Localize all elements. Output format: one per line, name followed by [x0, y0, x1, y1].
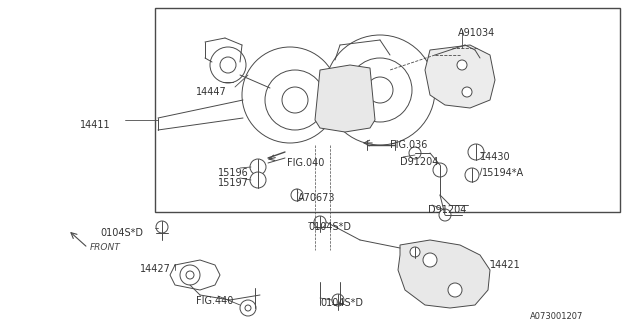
Bar: [155, 8, 620, 212]
Text: A073001207: A073001207: [530, 312, 584, 320]
Circle shape: [250, 159, 266, 175]
Text: 0104S*D: 0104S*D: [100, 228, 143, 238]
Circle shape: [348, 58, 412, 122]
Circle shape: [457, 60, 467, 70]
Text: 14430: 14430: [480, 152, 511, 162]
Text: FIG.040: FIG.040: [287, 158, 324, 168]
Circle shape: [439, 209, 451, 221]
Circle shape: [462, 87, 472, 97]
Circle shape: [210, 47, 246, 83]
Circle shape: [314, 216, 326, 228]
Circle shape: [282, 87, 308, 113]
Text: 14427: 14427: [140, 264, 171, 274]
Text: A91034: A91034: [458, 28, 495, 38]
Circle shape: [220, 57, 236, 73]
Text: FIG.036: FIG.036: [390, 140, 428, 150]
Circle shape: [291, 189, 303, 201]
Circle shape: [156, 221, 168, 233]
Circle shape: [410, 247, 420, 257]
Circle shape: [465, 168, 479, 182]
Circle shape: [250, 172, 266, 188]
Circle shape: [468, 144, 484, 160]
Text: FRONT: FRONT: [90, 244, 121, 252]
Polygon shape: [425, 45, 495, 108]
Circle shape: [265, 70, 325, 130]
Text: 0104S*D: 0104S*D: [308, 222, 351, 232]
Circle shape: [332, 294, 344, 306]
Text: 15194*A: 15194*A: [482, 168, 524, 178]
Circle shape: [367, 77, 393, 103]
Text: A70673: A70673: [298, 193, 335, 203]
Circle shape: [180, 265, 200, 285]
Circle shape: [423, 253, 437, 267]
Text: 15196: 15196: [218, 168, 249, 178]
Circle shape: [240, 300, 256, 316]
Text: D91204: D91204: [428, 205, 467, 215]
Circle shape: [186, 271, 194, 279]
Text: 14447: 14447: [196, 87, 227, 97]
Text: D91204: D91204: [400, 157, 438, 167]
Circle shape: [448, 283, 462, 297]
Circle shape: [433, 163, 447, 177]
Text: 0104S*D: 0104S*D: [320, 298, 363, 308]
Circle shape: [325, 35, 435, 145]
Text: 14411: 14411: [80, 120, 111, 130]
Text: 14421: 14421: [490, 260, 521, 270]
Circle shape: [409, 147, 421, 159]
Circle shape: [242, 47, 338, 143]
Polygon shape: [398, 240, 490, 308]
Text: FIG.440: FIG.440: [196, 296, 234, 306]
Polygon shape: [315, 65, 375, 132]
Text: 15197: 15197: [218, 178, 249, 188]
Circle shape: [245, 305, 251, 311]
